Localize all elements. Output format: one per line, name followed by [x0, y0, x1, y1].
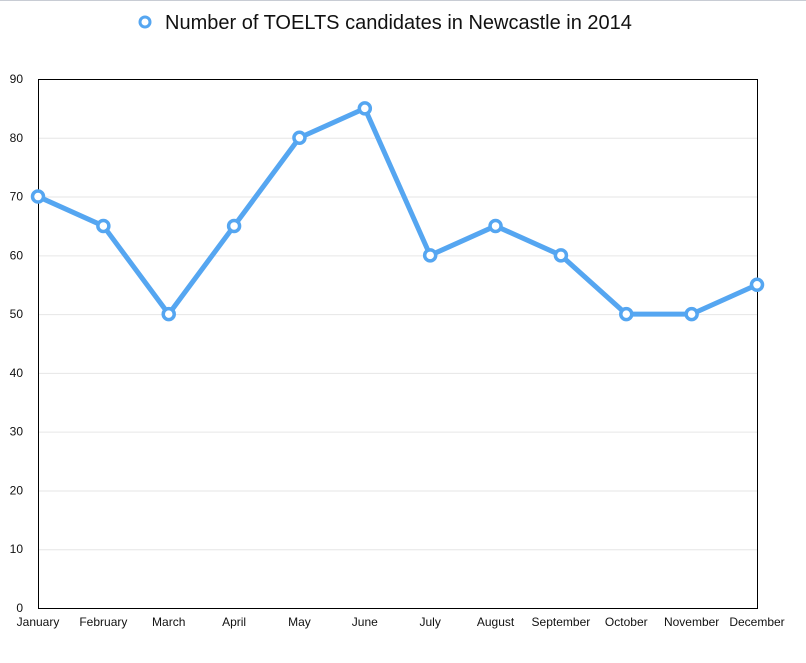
- x-tick-label: January: [17, 615, 60, 629]
- series-line-path: [35, 105, 760, 317]
- x-tick-label: February: [79, 615, 127, 629]
- data-point: [422, 248, 438, 263]
- x-tick-label: November: [664, 615, 719, 629]
- data-point: [488, 218, 503, 234]
- series-line: [35, 105, 760, 317]
- legend-label: Number of TOELTS candidates in Newcastle…: [165, 12, 632, 34]
- y-tick-label: 60: [10, 248, 24, 262]
- x-tick-label: December: [729, 615, 784, 629]
- data-points: [30, 101, 765, 322]
- x-tick-label: March: [152, 615, 185, 629]
- data-point: [619, 306, 634, 322]
- data-point: [161, 306, 176, 322]
- data-point: [226, 218, 242, 234]
- data-point: [357, 101, 373, 116]
- y-tick-label: 30: [10, 425, 24, 439]
- x-tick-label: October: [605, 615, 648, 629]
- y-tick-label: 80: [10, 131, 24, 145]
- legend: Number of TOELTS candidates in Newcastle…: [138, 12, 632, 34]
- x-tick-label: May: [288, 615, 311, 629]
- data-point: [749, 277, 765, 292]
- x-tick-label: September: [532, 615, 591, 629]
- x-tick-label: June: [352, 615, 378, 629]
- y-tick-label: 10: [10, 542, 24, 556]
- y-tick-label: 70: [10, 190, 24, 204]
- data-point: [292, 130, 307, 146]
- y-tick-label: 20: [10, 483, 24, 497]
- data-point: [96, 218, 111, 234]
- y-axis-ticks: 0 10 20 30 40 50 60 70 80 90: [10, 72, 24, 615]
- x-tick-label: April: [222, 615, 246, 629]
- grid-lines: [38, 137, 757, 551]
- data-point: [30, 189, 46, 204]
- data-point: [684, 306, 699, 322]
- data-point: [553, 248, 569, 263]
- y-tick-label: 90: [10, 72, 24, 86]
- legend-marker-icon: [138, 15, 152, 29]
- x-tick-label: July: [420, 615, 441, 629]
- y-tick-label: 40: [10, 366, 24, 380]
- top-border: [0, 0, 806, 1]
- x-tick-label: August: [477, 615, 515, 629]
- plot-frame: [38, 79, 758, 609]
- y-tick-label: 0: [16, 601, 23, 615]
- y-tick-label: 50: [10, 307, 24, 321]
- x-axis-ticks: January February March April May June July Augu…: [17, 615, 785, 629]
